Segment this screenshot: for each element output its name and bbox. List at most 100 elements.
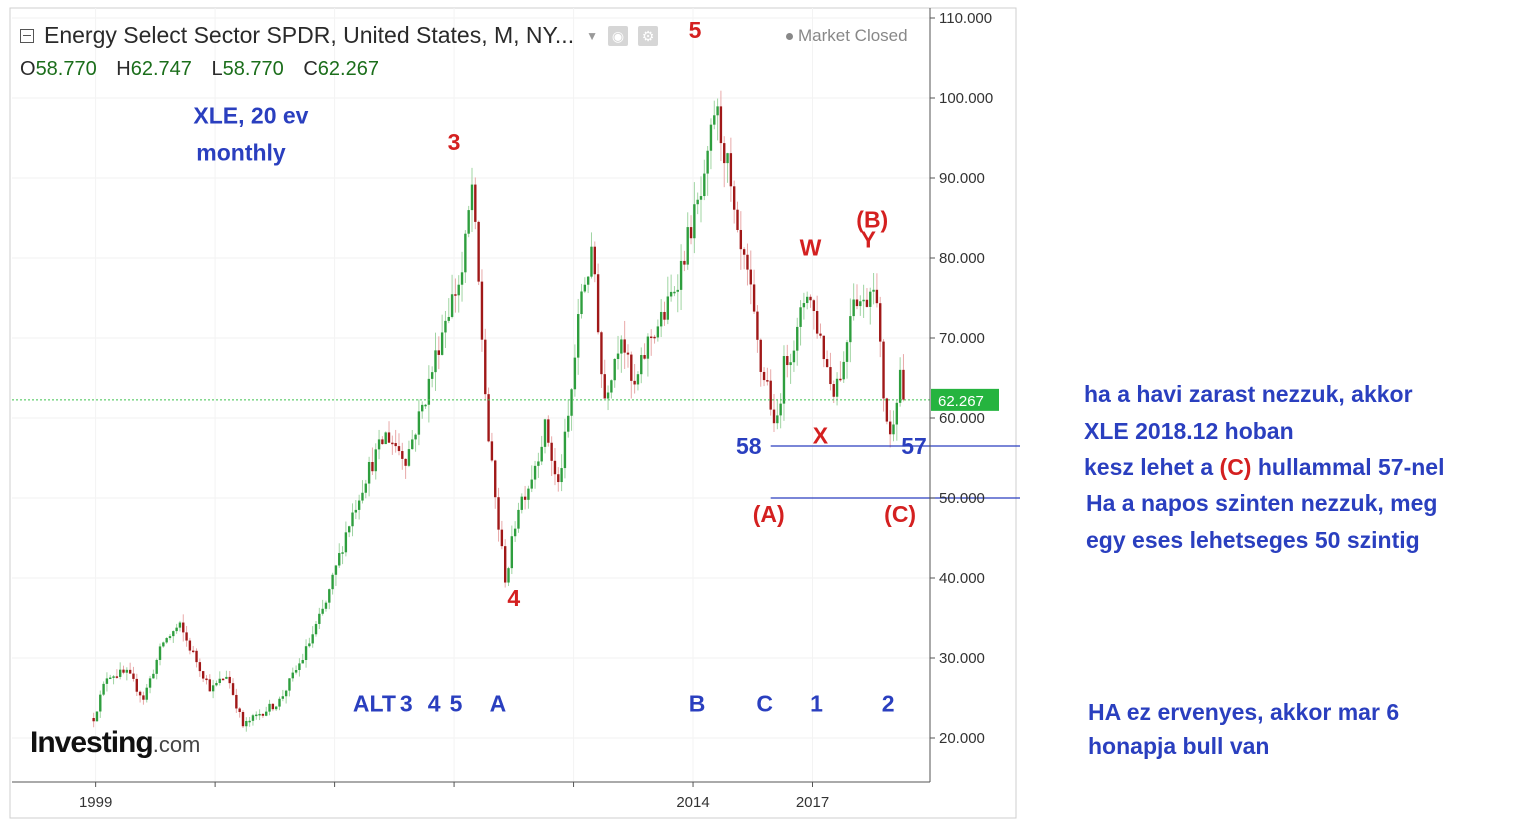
symbol-title[interactable]: Energy Select Sector SPDR, United States… <box>44 22 575 48</box>
candle-body <box>334 565 338 575</box>
investing-logo[interactable]: Investing.com <box>30 726 201 759</box>
wave-label: B <box>689 691 706 717</box>
candle-body <box>756 311 759 340</box>
candle-body <box>99 694 102 712</box>
candle-body <box>311 634 314 644</box>
candle-body <box>845 342 849 362</box>
note-line-2: XLE 2018.12 hoban <box>1084 418 1294 444</box>
candle-body <box>567 415 570 432</box>
candle-body <box>583 284 587 292</box>
candles <box>92 90 905 732</box>
candle-body <box>162 642 165 647</box>
candle-body <box>729 153 733 187</box>
y-tick-label: 40.000 <box>939 570 985 587</box>
candle-body <box>474 184 477 222</box>
candle-body <box>892 424 895 435</box>
candle-body <box>577 314 580 358</box>
candle-body <box>888 421 892 435</box>
candle-body <box>659 311 663 327</box>
last-price-label: 62.267 <box>938 393 984 410</box>
candle-body <box>590 246 593 277</box>
last-price-badge <box>931 388 999 411</box>
candle-body <box>580 291 583 315</box>
candle-body <box>371 461 374 472</box>
chart-frame <box>9 7 1017 819</box>
candle-body <box>792 350 796 363</box>
candle-body <box>786 356 789 366</box>
candle-body <box>815 311 819 334</box>
wave-label: monthly <box>196 139 286 165</box>
symbol-title-row[interactable]: Energy Select Sector SPDR, United States… <box>20 22 658 49</box>
candle-body <box>268 703 271 712</box>
candle-body <box>616 353 620 359</box>
note-line-3: kesz lehet a (C) hullammal 57-nel <box>1084 454 1445 480</box>
ohlc-high-value: 62.747 <box>130 58 192 80</box>
candle-body <box>284 690 288 697</box>
candle-body <box>288 678 291 691</box>
candle-body <box>829 367 832 385</box>
candle-body <box>623 339 626 353</box>
candle-body <box>586 276 590 285</box>
candle-body <box>507 568 510 583</box>
candle-body <box>175 627 178 632</box>
candle-body <box>746 254 749 270</box>
candle-body <box>772 409 776 424</box>
candle-body <box>679 260 683 290</box>
price-chart[interactable]: 62.267 110.000 100.000 90.000 80.000 70.000 6… <box>0 0 1020 828</box>
candle-body <box>188 640 192 651</box>
candle-body <box>752 284 756 312</box>
candle-body <box>895 402 899 425</box>
candle-body <box>172 631 175 637</box>
candle-body <box>606 392 610 399</box>
candle-body <box>723 143 726 164</box>
candle-body <box>732 186 736 210</box>
candle-body <box>281 696 285 699</box>
candle-body <box>835 378 839 397</box>
candle-body <box>573 357 577 390</box>
candle-body <box>898 369 902 403</box>
candle-body <box>138 691 142 696</box>
candle-body <box>500 529 504 547</box>
candle-body <box>381 439 384 445</box>
candle-body <box>235 694 238 709</box>
candle-body <box>766 380 769 382</box>
candle-body <box>902 369 905 400</box>
candle-body <box>407 449 411 466</box>
candle-body <box>470 184 474 211</box>
x-tick-label: 1999 <box>79 794 112 811</box>
wave-label: 5 <box>689 17 702 43</box>
candle-body <box>842 361 845 380</box>
candle-body <box>168 636 172 639</box>
gear-icon[interactable]: ⚙ <box>637 25 658 46</box>
time-axis[interactable]: 1999 2014 2017 <box>12 781 930 811</box>
price-axis[interactable]: 110.000 100.000 90.000 80.000 70.000 60.000 50… <box>929 8 993 782</box>
candle-body <box>374 449 377 472</box>
candle-body <box>192 650 195 653</box>
candle-body <box>457 284 460 296</box>
candle-body <box>357 500 361 510</box>
candle-body <box>776 415 779 424</box>
wave-label: 4 <box>507 585 520 611</box>
candle-body <box>152 673 155 679</box>
candle-body <box>547 419 550 443</box>
collapse-icon[interactable] <box>20 28 34 43</box>
candle-body <box>414 434 417 440</box>
candle-body <box>271 703 275 710</box>
candle-body <box>719 106 723 144</box>
chevron-down-icon[interactable]: ▼ <box>586 28 598 43</box>
candle-body <box>434 350 437 373</box>
candle-body <box>869 291 872 307</box>
candle-body <box>862 299 865 302</box>
candle-body <box>225 676 228 679</box>
candle-body <box>819 333 822 336</box>
y-tick-label: 20.000 <box>939 730 985 747</box>
candle-body <box>852 299 855 317</box>
candle-body <box>497 497 500 530</box>
eye-icon[interactable]: ◉ <box>607 25 628 46</box>
wave-label: (A) <box>753 501 785 527</box>
candle-body <box>241 711 245 727</box>
candle-body <box>447 316 450 321</box>
candle-body <box>779 403 782 416</box>
candle-body <box>341 552 344 554</box>
candle-body <box>427 378 431 405</box>
